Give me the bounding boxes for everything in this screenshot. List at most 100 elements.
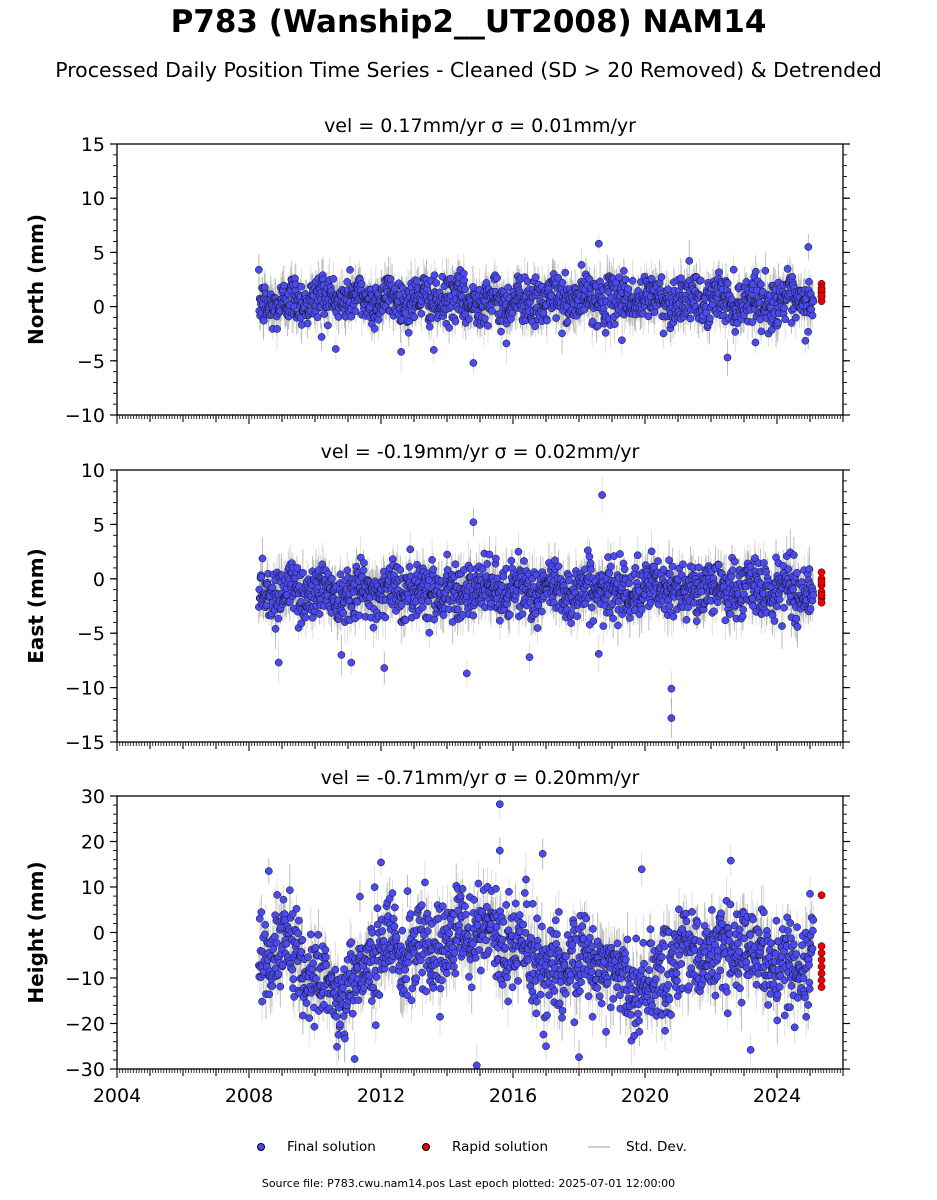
final-solution-point — [628, 276, 637, 285]
final-solution-point — [381, 613, 390, 622]
final-solution-point — [580, 305, 589, 314]
final-solution-point — [801, 336, 810, 345]
final-solution-point — [353, 598, 362, 606]
final-solution-point — [610, 320, 619, 328]
final-solution-point — [480, 314, 489, 323]
final-solution-point — [469, 283, 477, 291]
final-solution-point — [561, 268, 570, 277]
final-solution-point — [396, 566, 405, 574]
final-solution-point — [293, 564, 302, 572]
final-solution-point — [558, 329, 566, 338]
final-solution-point — [804, 243, 813, 251]
rapid-solution-point — [817, 291, 826, 300]
final-solution-point — [792, 313, 800, 322]
final-solution-point — [297, 282, 306, 291]
final-solution-point — [756, 315, 765, 324]
page-title: P783 (Wanship2__UT2008) NAM14 — [170, 4, 767, 40]
final-solution-point — [461, 285, 469, 294]
final-solution-point — [410, 313, 419, 322]
final-solution-point — [706, 314, 714, 323]
final-solution-point — [339, 609, 348, 617]
final-solution-point — [297, 619, 306, 628]
final-solution-point — [386, 275, 395, 283]
final-solution-point — [757, 280, 765, 289]
final-solution-point — [644, 312, 653, 321]
final-solution-point — [488, 306, 496, 315]
final-solution-point — [543, 316, 551, 325]
final-solution-point — [329, 275, 338, 283]
final-solution-point — [317, 333, 326, 341]
final-solution-point — [601, 329, 610, 337]
final-solution-point — [751, 338, 760, 347]
final-solution-point — [465, 315, 473, 323]
final-solution-point — [781, 315, 790, 324]
final-solution-point — [401, 616, 410, 625]
final-solution-point — [783, 264, 792, 273]
final-solution-point — [702, 308, 711, 317]
final-solution-point — [313, 313, 322, 322]
final-solution-point — [351, 307, 360, 316]
final-solution-point — [280, 281, 288, 290]
final-solution-point — [731, 328, 740, 336]
final-solution-point — [413, 277, 421, 285]
y-axis-label: North (mm) — [24, 214, 48, 345]
final-solution-point — [677, 274, 685, 283]
final-solution-point — [493, 274, 501, 282]
final-solution-point — [748, 318, 757, 327]
final-solution-point — [315, 610, 324, 618]
final-solution-point — [497, 327, 505, 336]
final-solution-point — [271, 624, 280, 633]
final-solution-point — [397, 347, 406, 356]
final-solution-point — [504, 283, 513, 292]
final-solution-point — [274, 614, 283, 623]
final-solution-point — [259, 316, 268, 325]
final-solution-point — [255, 265, 263, 274]
final-solution-point — [723, 353, 732, 362]
final-solution-point — [308, 613, 317, 622]
final-solution-point — [715, 268, 723, 277]
plot-area — [255, 233, 826, 376]
final-solution-point — [324, 321, 332, 330]
final-solution-point — [659, 329, 668, 338]
y-tick-label: 0 — [93, 297, 105, 319]
final-solution-point — [445, 323, 453, 332]
final-solution-point — [774, 318, 782, 327]
panel-title: vel = 0.17mm/yr σ = 0.01mm/yr — [324, 115, 636, 137]
final-solution-point — [585, 275, 594, 283]
panel-north: −10 −5 0 5 10 15 vel = 0.17mm/yr σ = 0.01mm/yr… — [24, 115, 850, 427]
final-solution-point — [469, 359, 478, 367]
final-solution-point — [405, 563, 414, 571]
final-solution-point — [346, 266, 354, 274]
final-solution-point — [809, 297, 818, 306]
y-tick-label: −10 — [65, 405, 105, 427]
final-solution-point — [360, 559, 368, 567]
final-solution-point — [621, 275, 630, 284]
final-solution-point — [686, 314, 695, 323]
final-solution-point — [355, 611, 364, 620]
final-solution-point — [780, 304, 788, 312]
final-solution-points — [255, 239, 818, 367]
final-solution-point — [563, 317, 572, 326]
final-solution-point — [320, 310, 329, 318]
final-solution-point — [359, 566, 368, 575]
final-solution-point — [804, 327, 812, 336]
final-solution-point — [417, 309, 426, 318]
final-solution-point — [558, 278, 567, 287]
final-solution-point — [484, 321, 492, 330]
final-solution-point — [552, 314, 560, 322]
final-solution-point — [347, 312, 356, 321]
final-solution-point — [657, 273, 666, 281]
final-solution-point — [531, 322, 539, 331]
final-solution-point — [336, 570, 345, 579]
final-solution-point — [618, 336, 626, 345]
page-subtitle: Processed Daily Position Time Series - C… — [55, 58, 882, 82]
time-series-chart: −10 −5 0 5 10 15 vel = 0.17mm/yr σ = 0.01mm/yr… — [24, 115, 850, 1107]
final-solution-point — [262, 601, 271, 610]
final-solution-point — [729, 265, 738, 274]
final-solution-point — [327, 574, 336, 583]
final-solution-point — [751, 267, 760, 276]
final-solution-point — [624, 284, 633, 293]
final-solution-point — [508, 309, 517, 318]
final-solution-point — [260, 283, 269, 292]
